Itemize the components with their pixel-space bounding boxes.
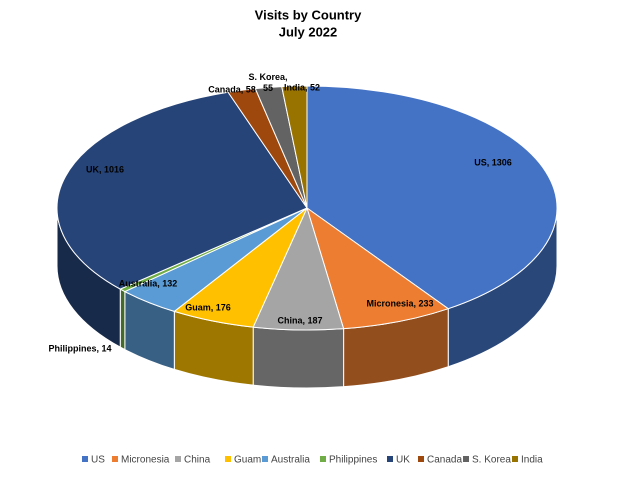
data-label: Guam, 176	[185, 302, 231, 312]
legend-label: Philippines	[329, 455, 377, 466]
slice	[306, 206, 450, 330]
legend-label: US	[91, 455, 105, 466]
legend-label: Guam	[234, 455, 261, 466]
chart-subtitle: July 2022	[279, 24, 338, 39]
legend-label: UK	[396, 455, 410, 466]
legend-swatch	[112, 456, 118, 462]
slice	[56, 91, 308, 290]
legend-swatch	[175, 456, 181, 462]
slice-side	[252, 326, 345, 389]
data-label: Philippines, 14	[48, 343, 111, 353]
legend-swatch	[463, 456, 469, 462]
data-label: Australia, 132	[119, 278, 178, 288]
legend-label: S. Korea	[472, 455, 511, 466]
data-label: UK, 1016	[86, 164, 124, 174]
data-label: S. Korea, 55	[248, 72, 287, 93]
data-label: India, 52	[284, 82, 320, 92]
legend-label: Australia	[271, 455, 310, 466]
legend-swatch	[320, 456, 326, 462]
legend-swatch	[418, 456, 424, 462]
legend-label: Canada	[427, 455, 462, 466]
data-label: China, 187	[277, 315, 322, 325]
legend-swatch	[512, 456, 518, 462]
slice-side	[119, 288, 126, 351]
data-label: Micronesia, 233	[366, 298, 433, 308]
legend-label: India	[521, 455, 543, 466]
legend-swatch	[225, 456, 231, 462]
legend-swatch	[387, 456, 393, 462]
legend-label: China	[184, 455, 211, 466]
slice	[306, 85, 558, 310]
legend-label: Micronesia	[121, 455, 170, 466]
legend-swatch	[82, 456, 88, 462]
data-label: US, 1306	[474, 157, 512, 167]
data-label: Canada, 58	[208, 84, 256, 94]
slice	[281, 85, 308, 209]
chart-title: Visits by Country	[255, 7, 362, 22]
legend-swatch	[262, 456, 268, 462]
